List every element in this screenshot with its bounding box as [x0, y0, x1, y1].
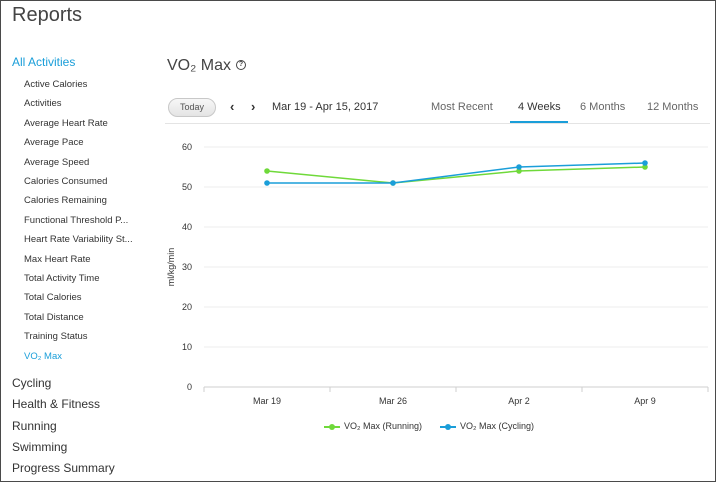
legend-item[interactable]: VO₂ Max (Running): [324, 421, 422, 431]
y-tick-label: 60: [182, 142, 192, 152]
sidebar-subitem[interactable]: Average Speed: [24, 156, 90, 168]
sidebar-subitem[interactable]: Active Calories: [24, 79, 88, 90]
sidebar-section[interactable]: Cycling: [12, 376, 52, 390]
sidebar-subitem[interactable]: Functional Threshold P...: [24, 214, 129, 226]
series-line: [267, 162, 646, 184]
x-tick-label: Apr 2: [508, 396, 530, 406]
sidebar-subitem[interactable]: Average Heart Rate: [24, 117, 108, 129]
sidebar-subitem[interactable]: Training Status: [24, 331, 88, 343]
page-title: Reports: [12, 4, 83, 26]
sidebar-subitem[interactable]: Max Heart Rate: [24, 253, 91, 265]
vo2-max-chart: 0 10 20 30 40 50 60 Mar 19 Mar 26 Apr 2 Apr 9 ml/kg…: [166, 142, 709, 406]
x-tick-label: Apr 9: [634, 396, 656, 406]
previous-period-icon[interactable]: ‹: [230, 99, 235, 114]
sidebar-subitem[interactable]: Total Distance: [24, 311, 84, 323]
legend-swatch-icon: [440, 423, 457, 431]
legend-item[interactable]: VO₂ Max (Cycling): [440, 421, 534, 431]
y-tick-label: 50: [182, 182, 192, 192]
sidebar-section[interactable]: Progress Summary: [12, 461, 115, 476]
y-tick-label: 30: [182, 262, 192, 272]
y-tick-label: 20: [182, 302, 192, 312]
data-point: [390, 180, 396, 186]
next-period-icon[interactable]: ›: [251, 99, 256, 114]
sidebar-subitem[interactable]: Average Pace: [24, 137, 84, 149]
active-tab-indicator: [510, 121, 568, 123]
chart-title: VO₂ Max: [167, 57, 231, 74]
tab-period[interactable]: 6 Months: [580, 101, 626, 113]
data-point: [642, 160, 648, 166]
data-point: [516, 164, 522, 170]
data-point: [264, 168, 270, 174]
tab-period[interactable]: 12 Months: [647, 101, 699, 113]
y-axis-label: ml/kg/min: [166, 248, 176, 287]
today-button[interactable]: Today: [168, 98, 216, 117]
y-tick-label: 40: [182, 222, 192, 232]
sidebar-subitem[interactable]: Total Activity Time: [24, 273, 100, 284]
chart-legend: VO₂ Max (Running) VO₂ Max (Cycling): [324, 421, 552, 431]
y-tick-label: 10: [182, 342, 192, 352]
data-point: [642, 164, 648, 170]
sidebar-subitem[interactable]: Heart Rate Variability St...: [24, 234, 133, 246]
sidebar-section-all-activities[interactable]: All Activities: [12, 55, 76, 69]
date-range-label: Mar 19 - Apr 15, 2017: [272, 101, 379, 113]
sidebar-subitem[interactable]: VO₂ Max: [24, 350, 62, 362]
data-point: [264, 180, 270, 186]
legend-swatch-icon: [324, 423, 340, 431]
sidebar-subitem[interactable]: Total Calories: [24, 292, 82, 304]
legend-label: VO₂ Max (Cycling): [460, 421, 535, 431]
legend-label: VO₂ Max (Running): [344, 421, 423, 431]
tab-period[interactable]: Most Recent: [431, 101, 493, 113]
sidebar-subitem[interactable]: Calories Consumed: [24, 176, 108, 187]
x-tick-label: Mar 26: [379, 396, 407, 406]
x-tick-label: Mar 19: [253, 396, 281, 406]
series-line: [266, 166, 646, 184]
y-tick-label: 0: [187, 382, 192, 392]
sidebar-section[interactable]: Running: [12, 418, 57, 433]
tab-baseline: [165, 123, 710, 124]
sidebar-section[interactable]: Health & Fitness: [12, 397, 101, 412]
data-point: [516, 168, 522, 174]
tab-period[interactable]: 4 Weeks: [518, 101, 561, 113]
sidebar-subitem[interactable]: Calories Remaining: [24, 195, 107, 207]
sidebar-subitem[interactable]: Activities: [24, 98, 62, 110]
sidebar-section[interactable]: Swimming: [12, 439, 68, 454]
info-icon[interactable]: ?: [236, 60, 246, 70]
